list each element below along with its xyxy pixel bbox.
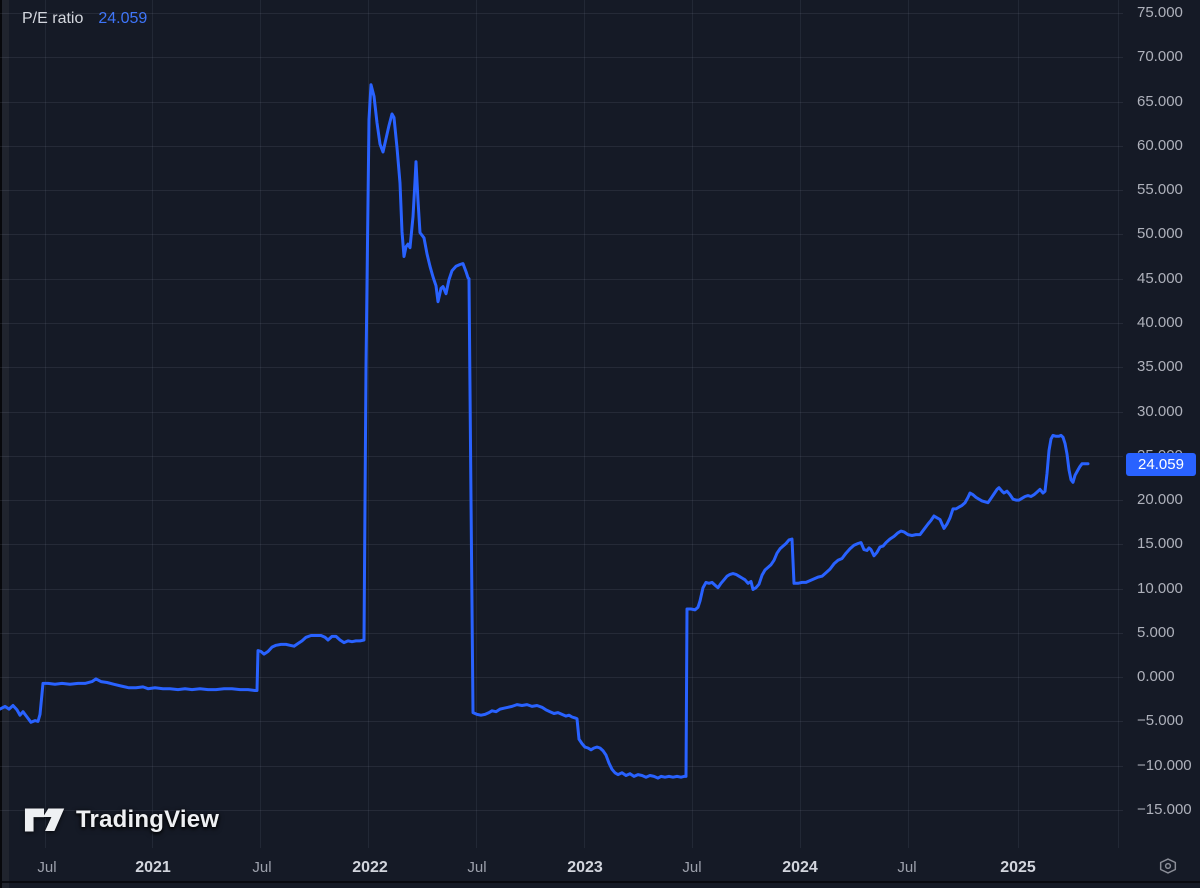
time-axis-month-label: Jul [897,859,917,876]
price-axis-label: 65.000 [1137,92,1183,110]
series-last-value: 24.059 [98,10,148,27]
bottom-separator [0,881,1200,883]
last-price-badge: 24.059 [1126,452,1196,476]
price-axis-label: 10.000 [1137,579,1183,597]
price-axis-label: 40.000 [1137,313,1183,331]
time-axis-year-label: 2024 [782,859,818,876]
time-axis-month-label: Jul [467,859,487,876]
price-axis-label: 45.000 [1137,269,1183,287]
tradingview-watermark-text: TradingView [76,806,220,833]
price-axis-label: 70.000 [1137,48,1183,66]
settings-hexagon-icon [1159,858,1177,874]
price-axis-label: 35.000 [1137,358,1183,376]
series-title: P/E ratio [22,10,84,27]
left-edge-border [0,0,2,888]
price-axis-label: 55.000 [1137,181,1183,199]
time-axis-year-label: 2022 [352,859,388,876]
left-toolbar-edge [2,0,9,888]
tradingview-logo-icon [24,808,65,832]
line-series-path[interactable] [0,83,1090,780]
price-axis-label: 50.000 [1137,225,1183,243]
timezone-settings-button[interactable] [1155,853,1181,879]
price-axis-label: −15.000 [1137,801,1192,818]
time-axis-year-label: 2023 [567,859,603,876]
price-axis-label: −5.000 [1137,712,1184,730]
pe-ratio-line-series[interactable] [0,0,1123,848]
price-axis-label: −10.000 [1137,756,1192,774]
price-axis-label: 0.000 [1137,668,1175,686]
price-axis-label: 15.000 [1137,535,1183,553]
price-axis-label: 75.000 [1137,4,1183,21]
price-axis-label: 5.000 [1137,623,1175,641]
series-legend[interactable]: P/E ratio 24.059 [22,10,147,28]
time-axis-month-label: Jul [37,859,57,876]
time-axis-month-label: Jul [682,859,702,876]
time-axis-year-label: 2025 [1000,859,1036,876]
tradingview-watermark: TradingView [24,806,219,834]
price-axis-label: 30.000 [1137,402,1183,420]
time-axis-year-label: 2021 [135,859,171,876]
price-axis-label: 60.000 [1137,136,1183,154]
time-axis-month-label: Jul [252,859,272,876]
price-axis-label: 20.000 [1137,491,1183,509]
